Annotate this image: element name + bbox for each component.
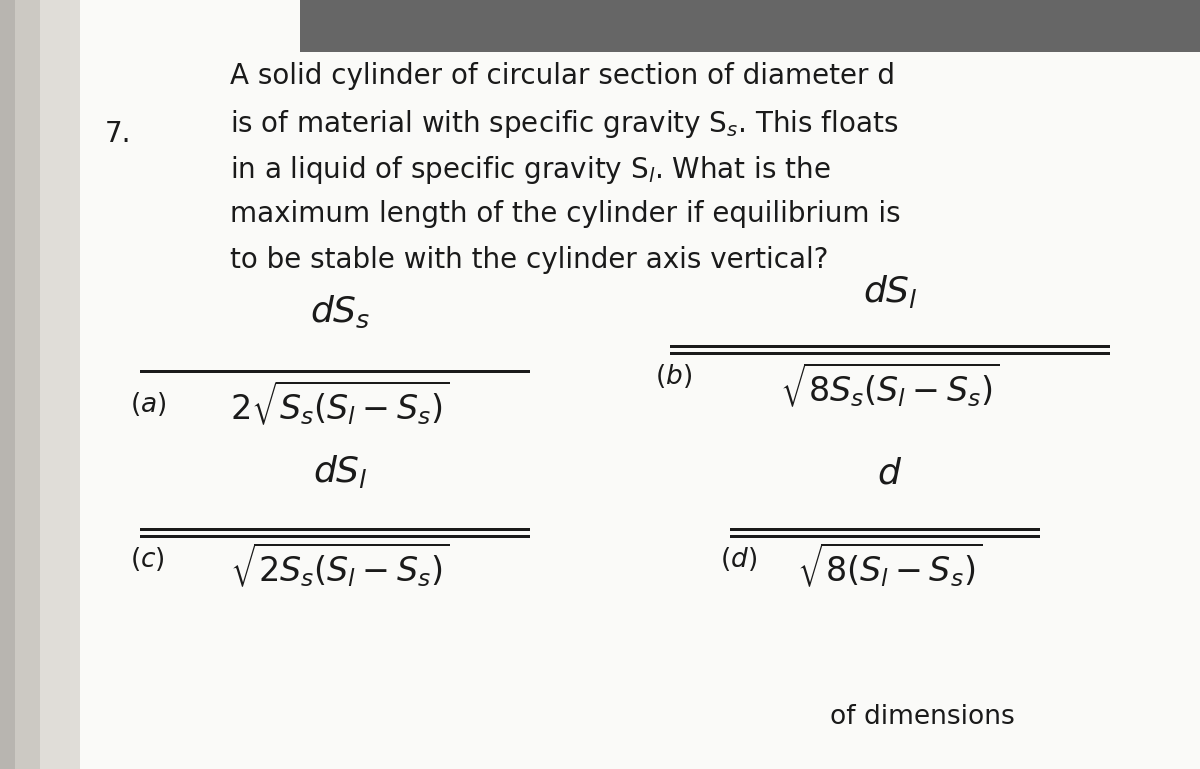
Text: of dimensions: of dimensions [830,704,1015,730]
Bar [140,370,530,373]
Text: $dS_l$: $dS_l$ [313,453,367,490]
Text: $(d)$: $(d)$ [720,545,757,573]
Text: maximum length of the cylinder if equilibrium is: maximum length of the cylinder if equili… [230,200,901,228]
Text: $(a)$: $(a)$ [130,390,167,418]
Text: $(c)$: $(c)$ [130,545,164,573]
Bar [140,528,530,531]
Text: 7.: 7. [106,120,132,148]
Text: A solid cylinder of circular section of diameter d: A solid cylinder of circular section of … [230,62,895,90]
Text: $\sqrt{8(S_l-S_s)}$: $\sqrt{8(S_l-S_s)}$ [797,540,983,588]
Text: $\sqrt{8S_s(S_l-S_s)}$: $\sqrt{8S_s(S_l-S_s)}$ [780,360,1000,408]
Bar [670,352,1110,355]
Bar [0,0,80,769]
Bar [140,535,530,538]
Text: $d$: $d$ [877,456,902,490]
Text: $dS_l$: $dS_l$ [863,273,917,310]
Text: $2\sqrt{S_s(S_l-S_s)}$: $2\sqrt{S_s(S_l-S_s)}$ [230,378,450,427]
Bar [300,0,1200,52]
Bar [730,535,1040,538]
Text: $\sqrt{2S_s(S_l-S_s)}$: $\sqrt{2S_s(S_l-S_s)}$ [230,540,450,588]
Text: is of material with specific gravity S$_s$. This floats: is of material with specific gravity S$_… [230,108,899,140]
Text: $(b)$: $(b)$ [655,362,692,390]
Text: to be stable with the cylinder axis vertical?: to be stable with the cylinder axis vert… [230,246,828,274]
Text: in a liquid of specific gravity S$_l$. What is the: in a liquid of specific gravity S$_l$. W… [230,154,830,186]
Bar [0,0,14,769]
Bar [0,0,40,769]
Bar [730,528,1040,531]
Text: $dS_s$: $dS_s$ [310,294,371,330]
Bar [670,345,1110,348]
